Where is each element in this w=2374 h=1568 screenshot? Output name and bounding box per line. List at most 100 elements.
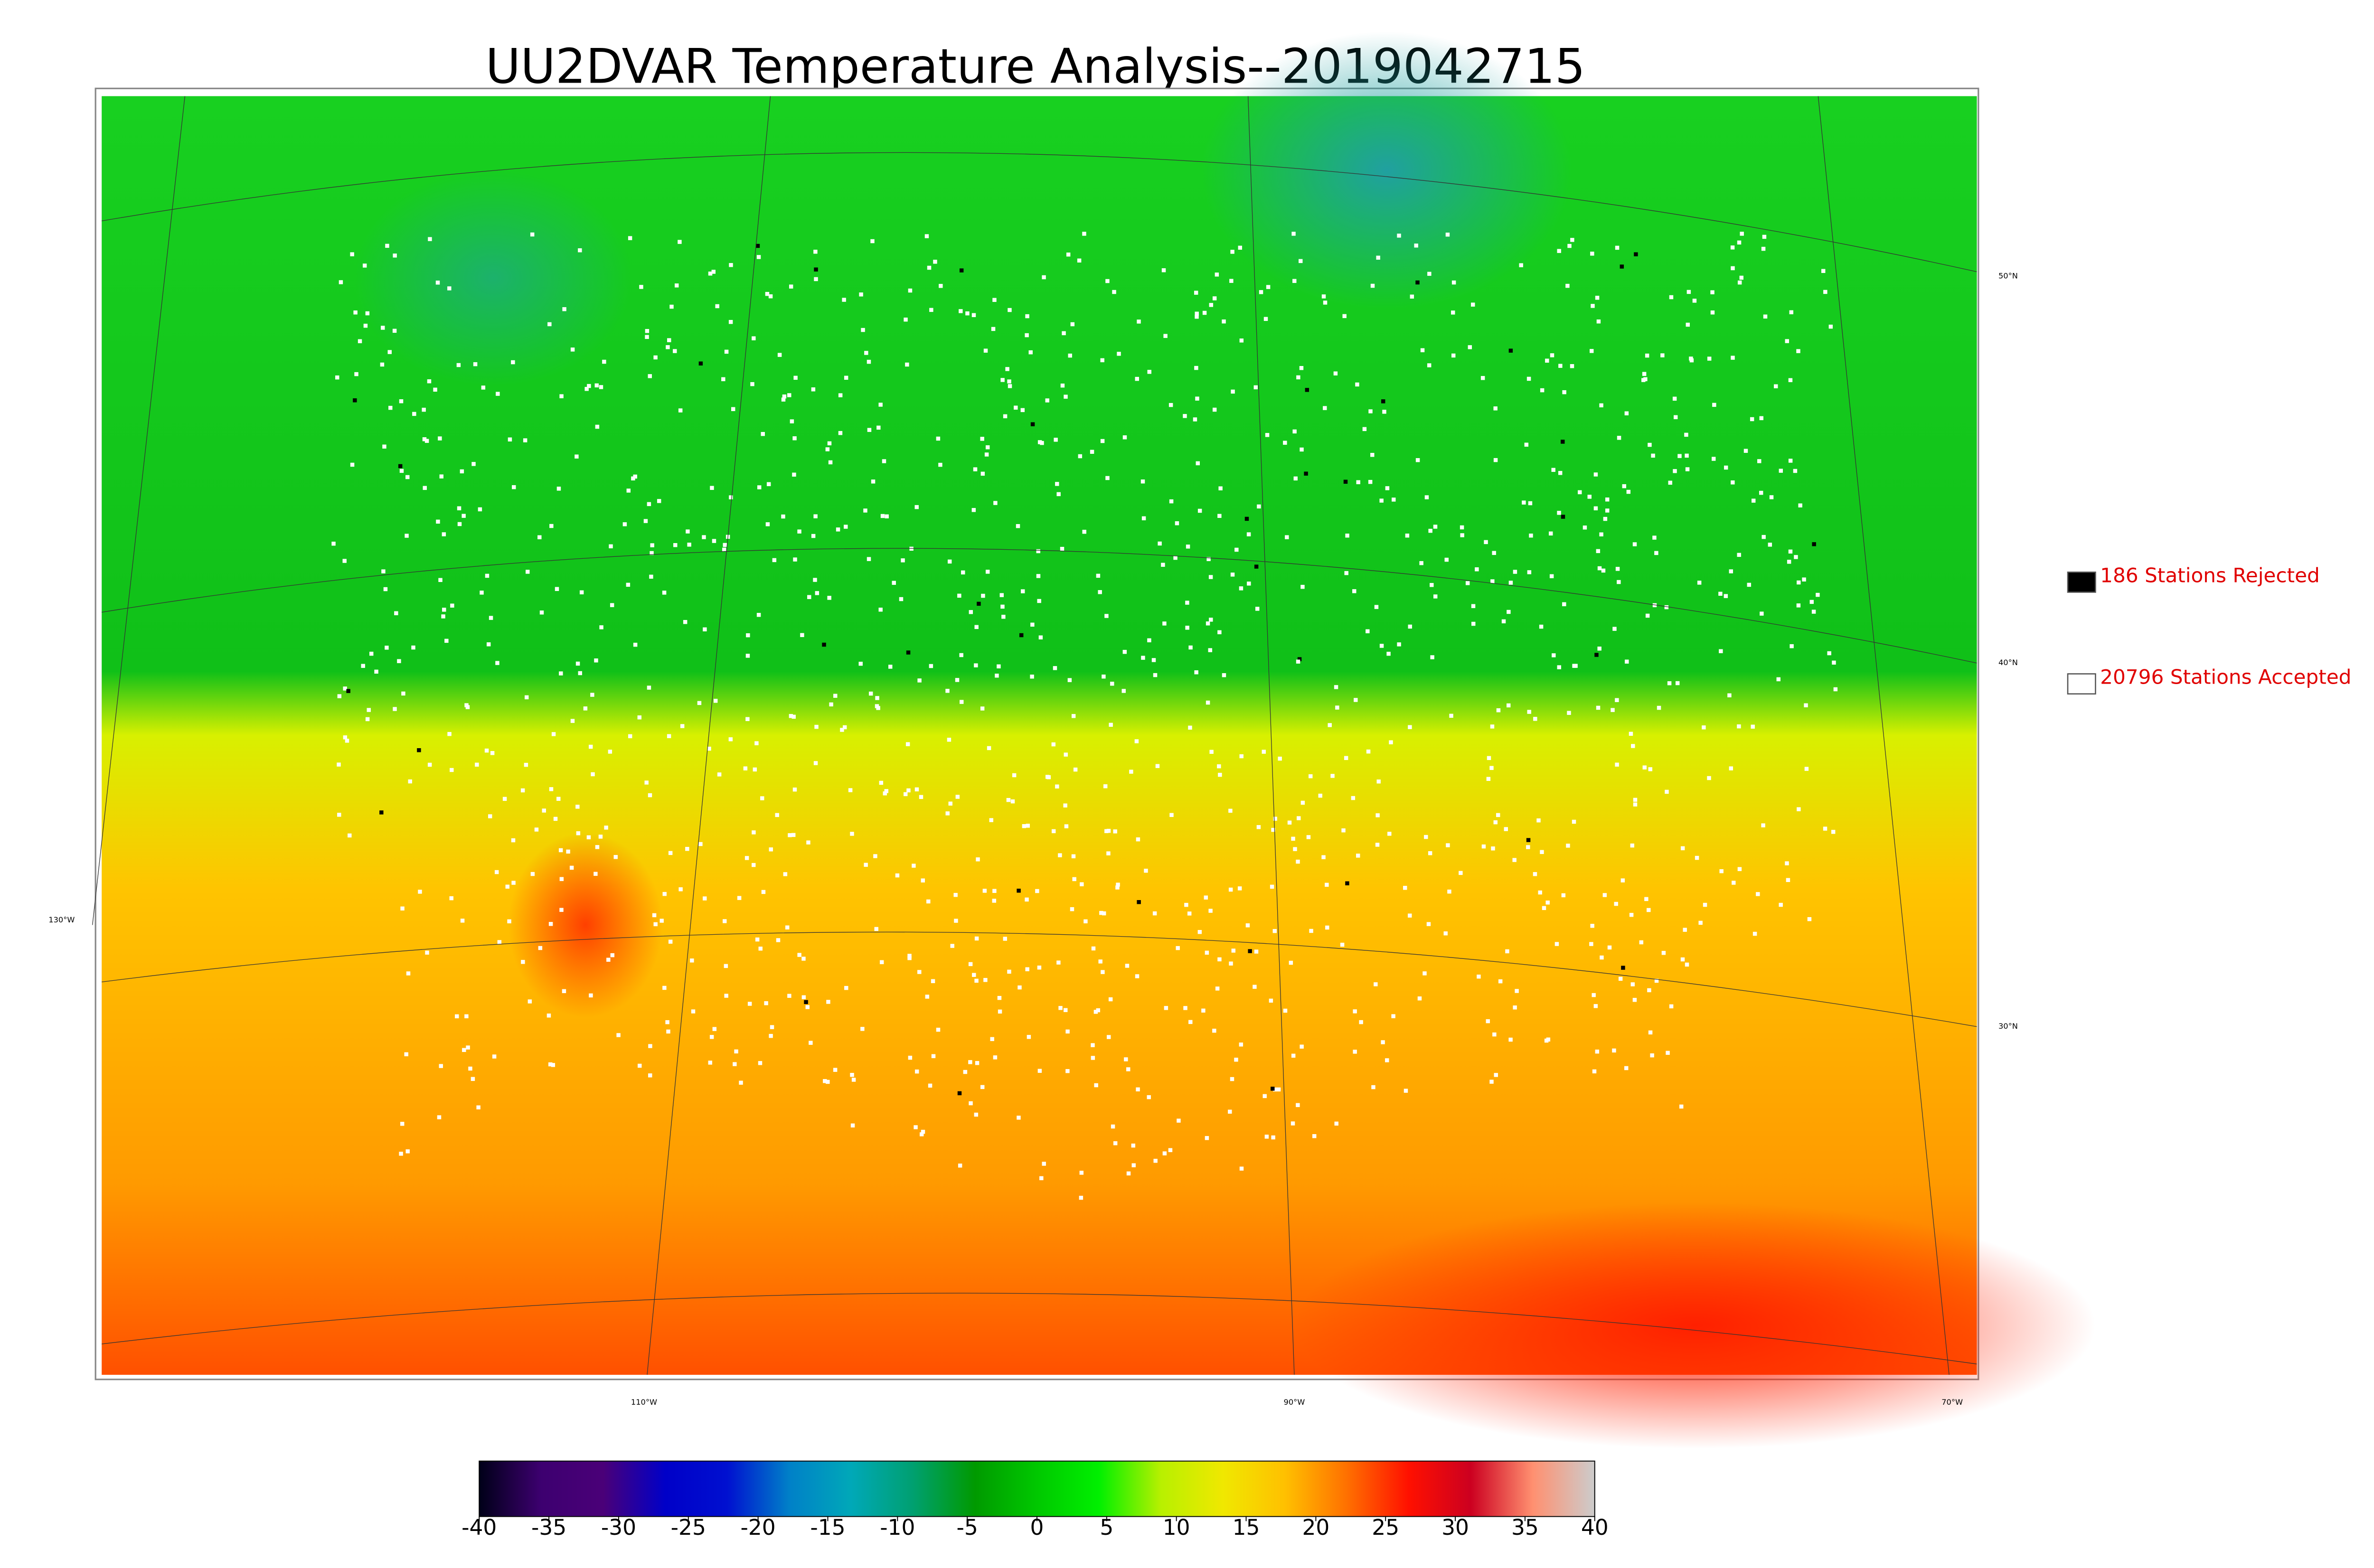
station-dot xyxy=(379,810,384,815)
station-dot xyxy=(1108,997,1113,1002)
station-dot xyxy=(422,407,426,412)
station-dot xyxy=(1359,1020,1363,1024)
station-dot xyxy=(1218,772,1222,777)
station-dot xyxy=(892,581,896,585)
station-dot xyxy=(764,1001,768,1005)
station-dot xyxy=(1345,534,1349,538)
station-dot xyxy=(1565,283,1570,288)
station-dot xyxy=(1066,252,1071,257)
station-dot xyxy=(1615,698,1619,702)
station-dot xyxy=(442,532,446,536)
station-dot xyxy=(1234,1058,1238,1062)
station-dot xyxy=(1494,1073,1498,1077)
colorbar-tick-label: 25 xyxy=(1372,1515,1399,1540)
station-dot xyxy=(1234,547,1239,552)
station-dot xyxy=(1493,406,1498,411)
station-dot xyxy=(974,1112,979,1117)
station-dot xyxy=(840,728,844,732)
station-dot xyxy=(1595,1049,1600,1054)
station-dot xyxy=(703,627,707,632)
station-dot xyxy=(844,376,848,380)
station-dot xyxy=(697,701,702,705)
station-dot xyxy=(650,543,654,547)
station-dot xyxy=(569,865,574,870)
station-dot xyxy=(906,650,911,655)
station-dot xyxy=(698,361,703,366)
station-dot xyxy=(1403,886,1407,890)
station-dot xyxy=(523,438,528,442)
station-dot xyxy=(1341,828,1346,833)
station-dot xyxy=(1812,542,1816,546)
station-dot xyxy=(392,329,397,333)
station-dot xyxy=(814,277,818,282)
station-dot xyxy=(558,848,563,853)
station-dot xyxy=(1536,818,1541,823)
station-dot xyxy=(1064,824,1069,828)
station-dot xyxy=(848,788,853,792)
station-dot xyxy=(484,748,489,753)
station-dot xyxy=(1091,946,1096,951)
station-dot xyxy=(1063,803,1067,807)
station-dot xyxy=(1366,749,1371,754)
station-dot xyxy=(442,608,446,612)
station-dot xyxy=(1100,358,1104,363)
station-dot xyxy=(1622,484,1626,488)
station-dot xyxy=(648,374,652,378)
station-dot xyxy=(1631,744,1635,748)
station-dot xyxy=(1397,642,1401,647)
station-dot xyxy=(1007,379,1011,384)
station-dot xyxy=(464,1014,469,1019)
station-dot xyxy=(806,840,810,845)
station-dot xyxy=(1229,961,1233,966)
station-dot xyxy=(528,999,532,1004)
station-dot xyxy=(1271,1135,1275,1140)
station-dot xyxy=(1253,385,1258,390)
station-dot xyxy=(1577,490,1582,495)
station-dot xyxy=(678,408,683,413)
station-dot xyxy=(760,796,764,800)
station-dot xyxy=(1769,495,1774,499)
station-dot xyxy=(969,610,973,614)
station-dot xyxy=(1368,479,1373,484)
station-dot xyxy=(1141,656,1145,660)
station-dot xyxy=(662,591,667,595)
station-dot xyxy=(906,788,911,793)
station-dot xyxy=(885,514,889,518)
station-dot xyxy=(1010,799,1015,804)
station-dot xyxy=(399,1152,403,1156)
station-dot xyxy=(662,892,667,896)
station-dot xyxy=(1008,308,1012,312)
station-dot xyxy=(1356,854,1360,858)
station-dot xyxy=(363,323,368,328)
station-dot xyxy=(639,285,643,289)
station-dot xyxy=(1590,252,1594,256)
station-dot xyxy=(1065,1029,1070,1034)
station-dot xyxy=(698,842,703,846)
station-dot xyxy=(1789,310,1794,315)
station-dot xyxy=(1091,1056,1095,1060)
station-dot xyxy=(1105,279,1110,283)
station-dot xyxy=(1506,703,1511,708)
station-dot xyxy=(1212,407,1217,412)
station-dot xyxy=(895,873,900,878)
station-dot xyxy=(1161,268,1166,272)
station-dot xyxy=(1064,752,1068,757)
station-dot xyxy=(1592,1069,1597,1074)
station-dot xyxy=(1265,433,1270,437)
station-dot xyxy=(1415,458,1420,462)
station-dot xyxy=(1328,723,1332,727)
station-dot xyxy=(1055,784,1059,789)
station-dot xyxy=(1246,532,1251,536)
station-dot xyxy=(947,738,951,742)
station-dot xyxy=(1712,457,1716,461)
parallel xyxy=(102,548,1977,664)
station-dot xyxy=(708,272,713,276)
station-dot xyxy=(1375,843,1380,847)
station-dot xyxy=(1652,603,1657,608)
station-dot xyxy=(1016,524,1020,528)
station-dot xyxy=(1630,843,1635,848)
station-dot xyxy=(1374,605,1379,609)
station-dot xyxy=(1026,824,1030,828)
station-dot xyxy=(851,1078,856,1082)
station-dot xyxy=(1036,549,1040,554)
